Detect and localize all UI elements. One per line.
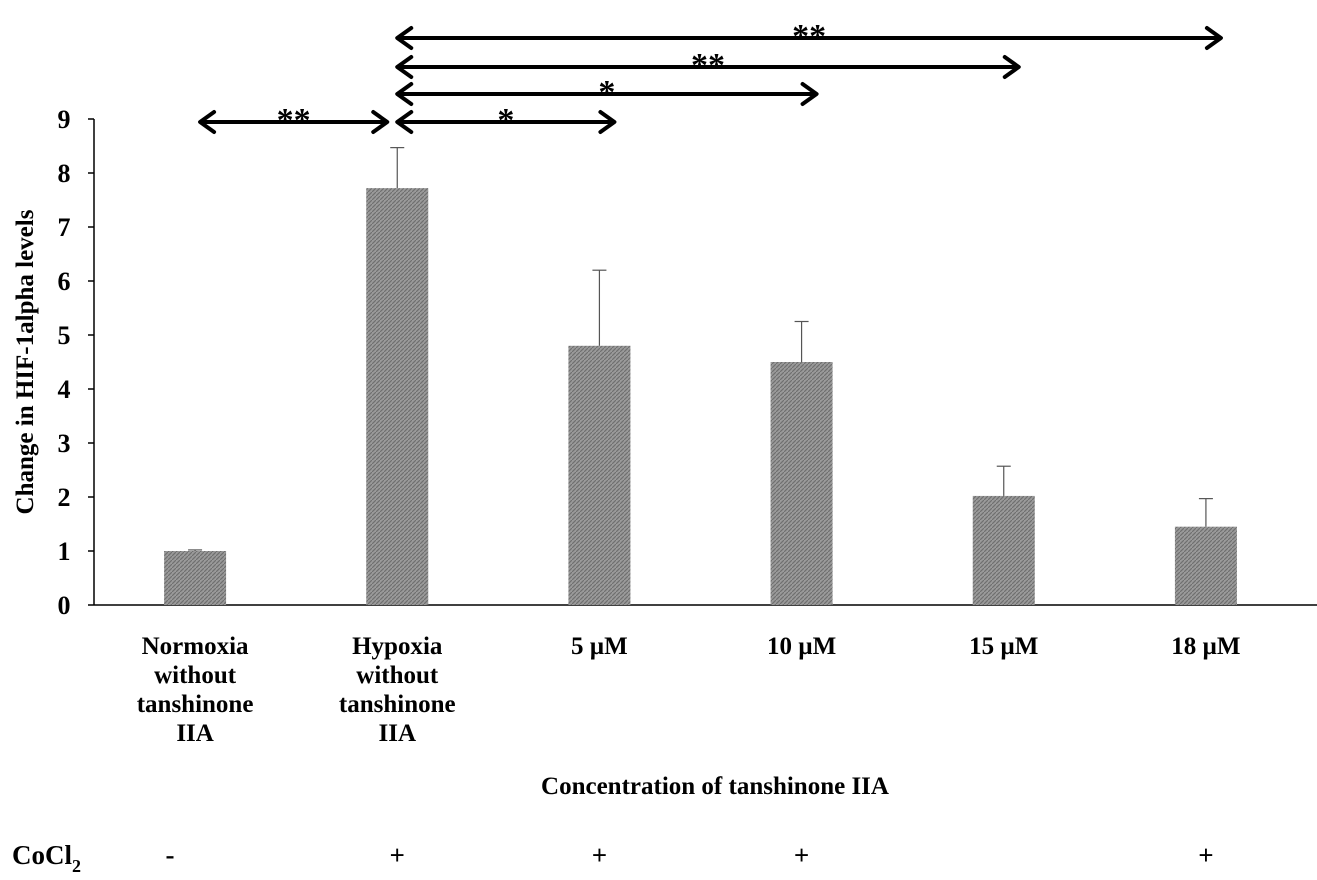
x-axis-title: Concentration of tanshinone IIA (541, 773, 889, 800)
y-axis-title: Change in HIF-1alpha levels (12, 209, 39, 514)
x-category-label: 15 µM (969, 633, 1038, 660)
x-category-label: 5 µM (571, 633, 628, 660)
y-tick-label: 9 (58, 105, 71, 134)
error-bar (188, 549, 203, 551)
bar (770, 362, 833, 605)
error-bar (794, 320, 809, 362)
bars (164, 188, 1237, 605)
significance-label: * (497, 102, 514, 139)
error-bar (390, 147, 405, 189)
error-bars (188, 147, 1213, 551)
significance-arrow (395, 55, 1021, 79)
bar (972, 495, 1035, 605)
significance-label: ** (691, 47, 725, 84)
bar (164, 551, 227, 605)
x-category-label: Hypoxia without tanshinone IIA (339, 633, 456, 747)
bar (568, 345, 631, 605)
bar (1174, 526, 1237, 605)
treatment-mark: + (794, 840, 809, 870)
bar (366, 188, 429, 605)
x-category-label: 18 µM (1171, 633, 1240, 660)
significance-label: * (598, 74, 615, 111)
significance-arrow (395, 82, 819, 106)
significance-label: ** (277, 102, 311, 139)
significance-arrow (395, 26, 1223, 50)
y-tick-label: 5 (58, 321, 71, 350)
treatment-mark: + (390, 840, 405, 870)
significance-annotations: ** ****** (198, 18, 1223, 139)
treatment-mark: - (166, 840, 175, 870)
y-tick-label: 3 (58, 429, 71, 458)
x-category-label: Normoxia without tanshinone IIA (137, 633, 254, 747)
y-tick-label: 8 (58, 159, 71, 188)
y-tick-label: 1 (58, 537, 71, 566)
significance-arrow (395, 110, 617, 134)
treatment-row: CoCl2 - + + + + (12, 840, 1214, 876)
significance-arrow (198, 110, 390, 134)
significance-label: ** (792, 18, 826, 55)
error-bar (592, 269, 607, 346)
y-tick-label: 0 (58, 591, 71, 620)
treatment-mark: + (592, 840, 607, 870)
error-bar (1198, 498, 1213, 527)
treatment-label: CoCl2 (12, 840, 81, 876)
y-tick-label: 4 (58, 375, 71, 404)
x-category-label: 10 µM (767, 633, 836, 660)
y-axis: 0 1 2 3 4 5 6 7 8 9 (58, 105, 95, 620)
treatment-mark: + (1198, 840, 1213, 870)
error-bar (996, 465, 1011, 496)
y-tick-label: 6 (58, 267, 71, 296)
category-labels: Normoxia without tanshinone IIA Hypoxia witho… (137, 633, 1241, 747)
y-tick-label: 2 (58, 483, 71, 512)
y-tick-label: 7 (58, 213, 71, 242)
